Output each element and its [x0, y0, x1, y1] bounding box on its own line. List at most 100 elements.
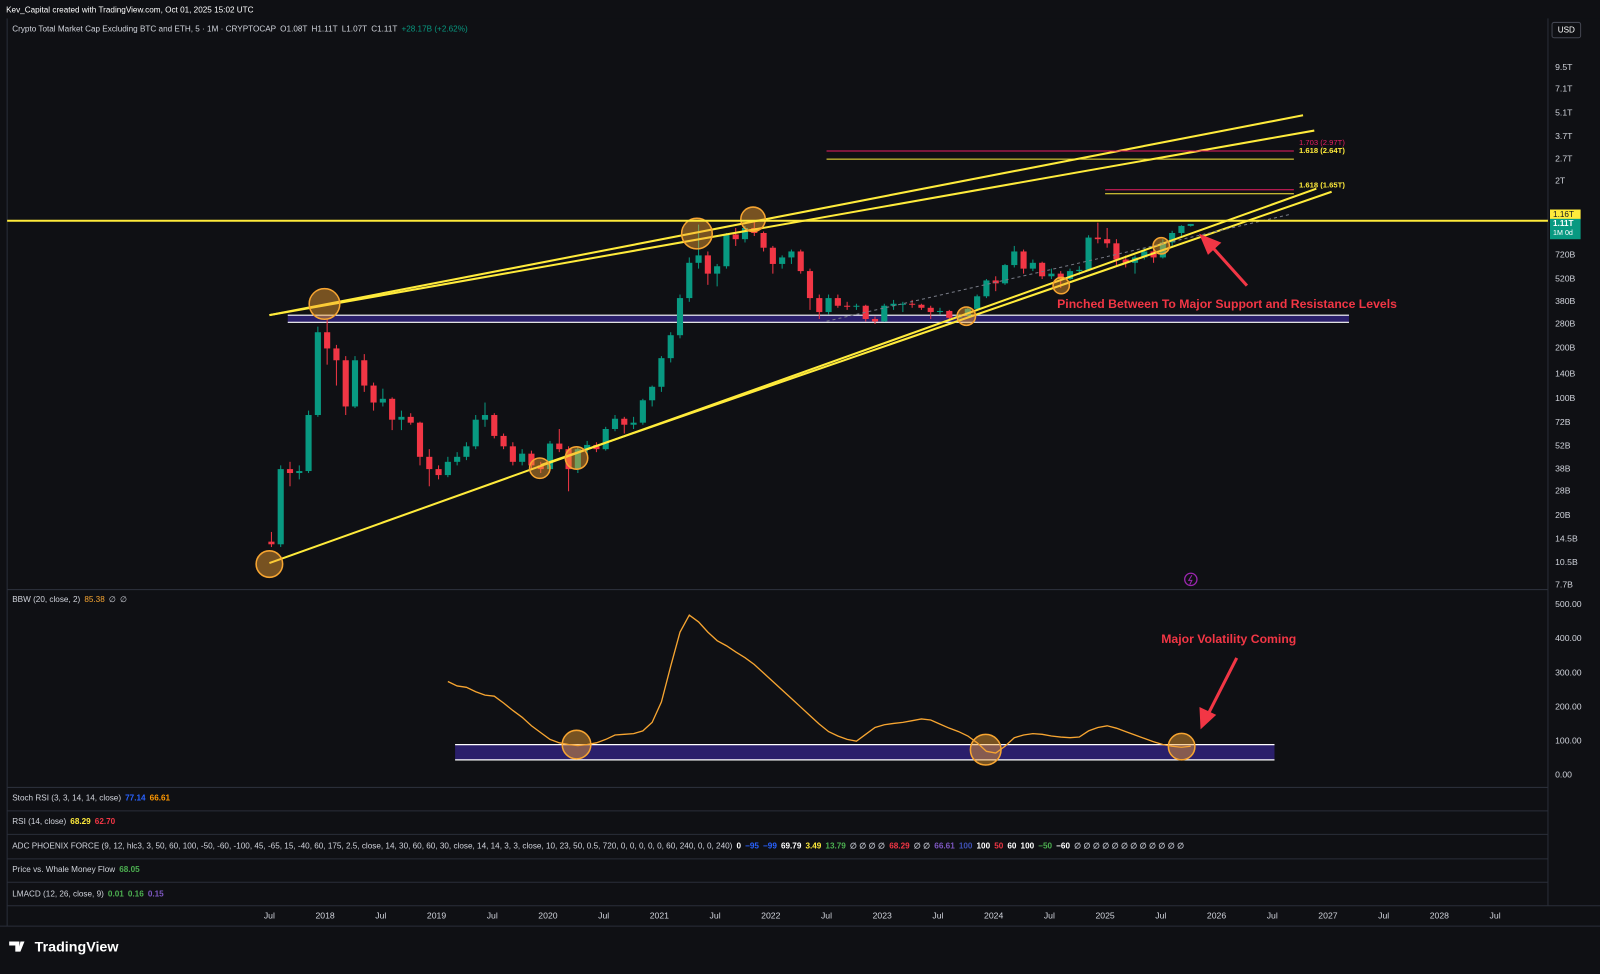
x-tick-label: Jul — [1155, 910, 1166, 920]
x-tick-label: Jul — [1490, 910, 1501, 920]
ohlc-value: L1.07T — [342, 25, 367, 34]
candle-body — [946, 310, 953, 318]
candle-body — [314, 332, 321, 416]
lightning-icon[interactable] — [1184, 572, 1198, 587]
indicator-value: 68.29 — [889, 842, 910, 851]
x-tick-label: 2028 — [1430, 910, 1449, 920]
x-tick-label: 2024 — [984, 910, 1003, 920]
candle-body — [797, 251, 804, 272]
indicator-value: 0.01 — [108, 890, 124, 899]
highlight-circle — [255, 550, 284, 579]
indicator-value: −50 — [1038, 842, 1052, 851]
candle-body — [1094, 237, 1101, 240]
candle-body — [379, 398, 386, 403]
symbol-legend: Crypto Total Market Cap Excluding BTC an… — [12, 25, 468, 34]
indicator-value: ∅ ∅ ∅ ∅ ∅ ∅ ∅ ∅ ∅ ∅ ∅ ∅ — [1074, 842, 1184, 851]
highlight-circle — [1052, 276, 1071, 295]
candle-body — [630, 422, 637, 425]
candle-body — [407, 416, 414, 423]
candle-body — [324, 332, 331, 349]
indicator-value: 68.05 — [119, 865, 140, 874]
price-label-bg — [1550, 209, 1581, 220]
candle-body — [1076, 269, 1083, 272]
x-tick-label: 2022 — [761, 910, 780, 920]
candle-body — [853, 305, 860, 307]
candle-body — [1066, 271, 1074, 280]
candle-body — [361, 360, 368, 386]
indicator-value: 0.16 — [128, 890, 144, 899]
candle-body — [1020, 251, 1027, 269]
bbw-line — [447, 614, 1191, 754]
candle-body — [779, 257, 786, 264]
indicator-value: 100 — [959, 842, 973, 851]
candle-body — [667, 335, 674, 359]
highlight-circle — [680, 217, 714, 250]
x-tick-label: 2020 — [538, 910, 557, 920]
candle-body — [676, 298, 684, 336]
brand-logo — [9, 941, 25, 952]
brand-name: TradingView — [35, 939, 120, 955]
arrow — [1209, 243, 1249, 287]
candle-body — [1169, 232, 1176, 243]
currency-button[interactable] — [1551, 21, 1582, 39]
indicator-value: 50 — [994, 842, 1004, 851]
candle-body — [611, 418, 619, 429]
candle-body — [686, 262, 693, 299]
candle-body — [286, 469, 294, 474]
countdown-label: 1M 0d — [1553, 229, 1573, 237]
candle-body — [825, 298, 832, 313]
candle-body — [268, 541, 275, 545]
ohlc-value: O1.08T — [280, 25, 307, 34]
candle-body — [927, 307, 934, 313]
candle-body — [741, 227, 749, 240]
arrow — [1205, 657, 1239, 717]
candle-body — [1187, 223, 1194, 226]
y-tick-label: 200.00 — [1555, 701, 1582, 711]
bbw-title: BBW (20, close, 2) — [12, 595, 80, 604]
highlight-circle — [528, 457, 551, 480]
candle-body — [509, 446, 516, 462]
candle-body — [890, 303, 897, 306]
y-tick-label: 38B — [1555, 463, 1571, 473]
trend-line — [269, 187, 1317, 565]
candle-body — [964, 308, 971, 316]
bbw-value: ∅ — [109, 595, 116, 604]
bbw-band — [455, 744, 1275, 760]
header-bar — [0, 0, 1600, 19]
y-tick-label: 140B — [1555, 369, 1575, 379]
indicator-value: −99 — [763, 842, 777, 851]
y-tick-label: 280B — [1555, 318, 1575, 328]
fib-label: 1.618 (1.65T) — [1299, 181, 1345, 190]
ohlc-value: H1.11T — [311, 25, 337, 34]
y-tick-label: 720B — [1555, 250, 1575, 260]
x-tick-label: 2019 — [427, 910, 446, 920]
candle-body — [695, 255, 702, 263]
pane-borders — [0, 18, 1600, 927]
x-tick-label: 2026 — [1207, 910, 1226, 920]
y-tick-label: 500.00 — [1555, 599, 1582, 609]
candle-body — [714, 266, 721, 274]
candle-body — [463, 446, 470, 457]
y-tick-label: 2.7T — [1555, 154, 1573, 164]
symbol-title: Crypto Total Market Cap Excluding BTC an… — [12, 25, 276, 34]
candle-body — [444, 461, 451, 476]
highlight-circle — [740, 206, 767, 233]
candle-body — [296, 471, 303, 474]
candle-body — [983, 280, 990, 297]
highlight-circle — [969, 733, 1002, 766]
header-text: Kev_Capital created with TradingView.com… — [6, 5, 254, 14]
candle-body — [342, 360, 349, 407]
candle-body — [909, 303, 916, 305]
candle-body — [974, 296, 981, 309]
axes: 9.5T 7.1T 5.1T 3.7T 2.7T 2T 720B 520B 380B 280B 20… — [264, 62, 1582, 920]
candle-body — [472, 419, 479, 447]
x-tick-label: Jul — [487, 910, 498, 920]
candle-body — [277, 469, 284, 545]
x-tick-label: Jul — [1044, 910, 1055, 920]
indicator-legends: Stoch RSI (3, 3, 14, 14, close) 77.14 66.6… — [12, 794, 1184, 899]
trend-lines — [269, 114, 1332, 565]
x-tick-label: 2018 — [315, 910, 334, 920]
highlight-circle — [1152, 236, 1171, 255]
